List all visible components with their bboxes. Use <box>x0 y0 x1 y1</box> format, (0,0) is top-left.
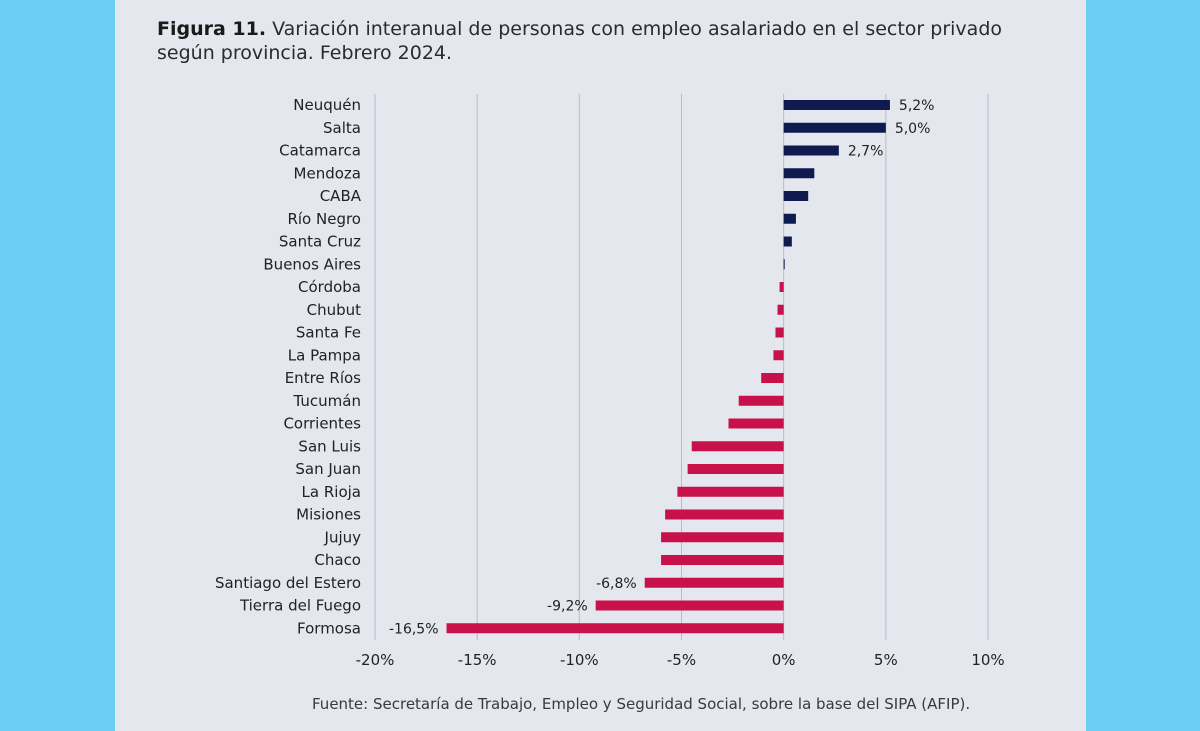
x-tick-label: -20% <box>356 651 395 669</box>
bar <box>775 327 784 338</box>
x-tick-label: -10% <box>560 651 599 669</box>
bar <box>783 145 839 156</box>
category-label: Salta <box>323 119 361 137</box>
category-label: Tucumán <box>293 392 361 410</box>
bar <box>661 555 784 565</box>
x-tick-label: 0% <box>772 651 796 669</box>
bar <box>691 441 784 452</box>
category-label: San Luis <box>298 437 361 455</box>
bar <box>783 213 796 224</box>
data-label: 5,2% <box>899 98 935 114</box>
bar <box>595 600 784 611</box>
category-label: Mendoza <box>294 164 361 182</box>
figure-title: Figura 11. Variación interanual de perso… <box>157 17 1057 65</box>
category-label: Corrientes <box>283 415 361 433</box>
bar <box>446 623 784 634</box>
bar <box>677 486 784 497</box>
data-label: 5,0% <box>895 121 931 137</box>
bar <box>661 532 784 543</box>
category-label: CABA <box>320 187 362 205</box>
data-label: 2,7% <box>848 144 884 160</box>
figure-title-text: Variación interanual de personas con emp… <box>157 18 1002 64</box>
bar <box>783 236 792 247</box>
bar <box>783 191 809 201</box>
figure-label: Figura 11. <box>157 18 267 40</box>
category-label: Río Negro <box>287 210 361 228</box>
category-label: Chaco <box>314 551 361 569</box>
data-label: -16,5% <box>389 621 439 637</box>
bar <box>779 282 784 292</box>
category-label: Buenos Aires <box>263 255 361 273</box>
category-label: Santa Cruz <box>279 233 361 251</box>
source-note: Fuente: Secretaría de Trabajo, Empleo y … <box>312 695 971 713</box>
bar <box>687 464 784 474</box>
category-label: Neuquén <box>293 96 361 114</box>
data-label: -9,2% <box>547 599 588 615</box>
category-label: Chubut <box>307 301 362 319</box>
category-label: La Pampa <box>288 346 361 364</box>
category-label: San Juan <box>295 460 361 478</box>
category-label: Tierra del Fuego <box>239 597 361 615</box>
category-label: Entre Ríos <box>285 369 361 387</box>
category-label: Santa Fe <box>296 324 361 342</box>
x-tick-label: -15% <box>458 651 497 669</box>
bar <box>728 418 784 429</box>
bar <box>738 395 784 406</box>
category-label: Córdoba <box>298 278 361 296</box>
category-label: Jujuy <box>324 528 362 546</box>
category-label: La Rioja <box>302 483 361 501</box>
bar <box>783 259 785 270</box>
category-label: Misiones <box>296 506 361 524</box>
bar <box>665 509 784 520</box>
category-label: Formosa <box>297 619 361 637</box>
bar <box>761 373 784 383</box>
category-label: Santiago del Estero <box>215 574 361 592</box>
category-label: Catamarca <box>279 142 361 160</box>
bar <box>644 577 784 588</box>
x-tick-label: 10% <box>971 651 1004 669</box>
data-label: -6,8% <box>596 576 637 592</box>
bar <box>783 100 890 110</box>
bar <box>773 350 784 361</box>
x-tick-label: -5% <box>667 651 696 669</box>
bar <box>777 304 784 315</box>
x-tick-label: 5% <box>874 651 898 669</box>
bar <box>783 122 886 133</box>
bar <box>783 168 815 179</box>
